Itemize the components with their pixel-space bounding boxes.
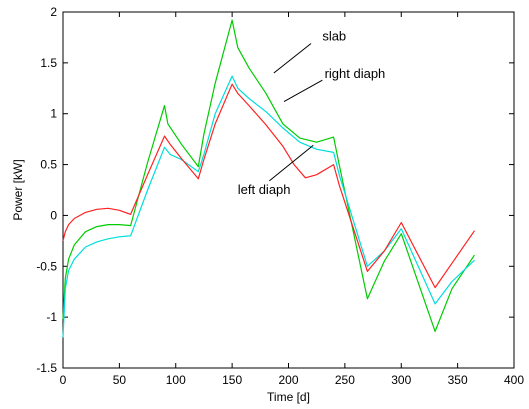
x-tick-label: 150	[222, 373, 242, 387]
x-tick-label: 250	[335, 373, 355, 387]
series-group	[62, 19, 475, 338]
y-tick-label: -1.5	[36, 361, 57, 375]
x-tick-label: 400	[504, 373, 524, 387]
axis-ticks	[62, 11, 515, 369]
x-tick-label: 300	[391, 373, 411, 387]
y-axis-title: Power [kW]	[11, 159, 25, 220]
x-tick-label: 350	[448, 373, 468, 387]
x-tick-labels: 0 50 100 150 200 250 300 350 400	[60, 373, 525, 387]
y-tick-label: 1.5	[40, 56, 57, 70]
x-tick-label: 0	[60, 373, 67, 387]
y-tick-label: 0	[50, 208, 57, 222]
x-tick-label: 50	[113, 373, 127, 387]
x-tick-label: 100	[166, 373, 186, 387]
y-tick-label: -0.5	[36, 259, 57, 273]
y-tick-label: 1	[50, 107, 57, 121]
y-tick-label: 2	[50, 5, 57, 19]
x-axis-title: Time [d]	[267, 390, 310, 404]
series-line-slab	[62, 19, 475, 332]
annotation-pointer-left-diaph	[269, 144, 314, 182]
annotation-pointer-right-diaph	[283, 79, 323, 102]
annotation-label-slab: slab	[322, 28, 346, 43]
x-tick-label: 200	[278, 373, 298, 387]
annotation-pointer-slab	[273, 43, 312, 74]
annotations: slab right diaph left diaph	[238, 28, 386, 197]
y-tick-label: -1	[46, 310, 57, 324]
series-line-left-diaph	[62, 83, 475, 289]
annotation-label-left-diaph: left diaph	[238, 182, 291, 197]
annotation-label-right-diaph: right diaph	[325, 66, 386, 81]
y-tick-label: 0.5	[40, 158, 57, 172]
series-line-right-diaph	[62, 75, 475, 338]
y-tick-labels: -1.5 -1 -0.5 0 0.5 1 1.5 2	[36, 5, 57, 375]
